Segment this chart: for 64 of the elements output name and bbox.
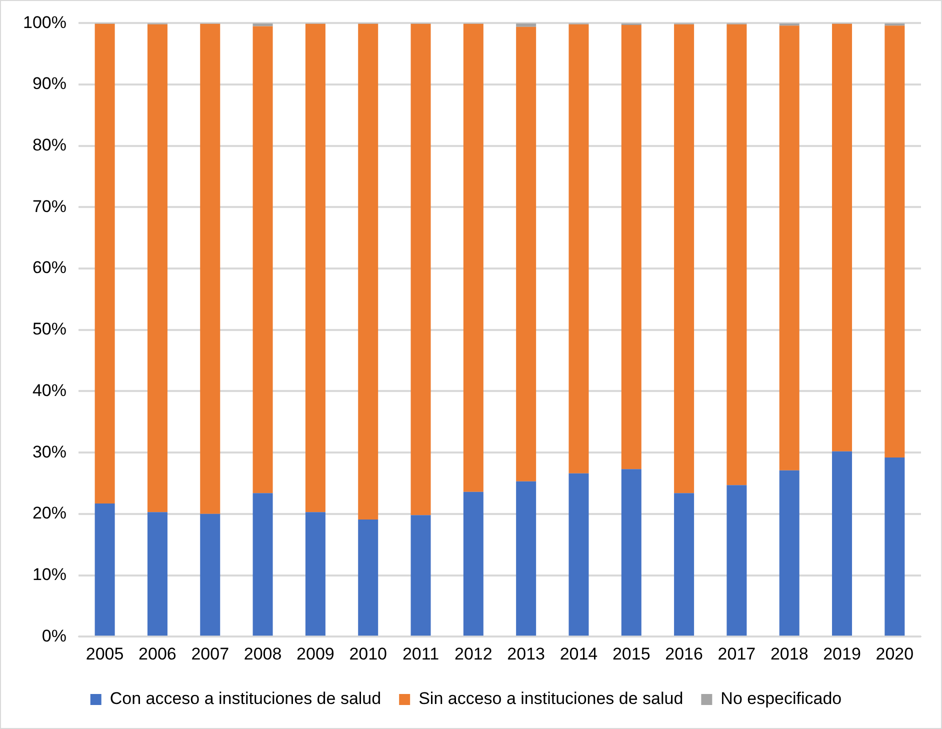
- y-tick-label: 90%: [32, 74, 66, 94]
- bar: [147, 512, 168, 636]
- bar: [516, 23, 536, 27]
- bar: [147, 24, 168, 512]
- y-tick-label: 70%: [32, 196, 66, 216]
- x-tick-label: 2015: [612, 644, 650, 664]
- y-tick-label: 100%: [22, 12, 66, 32]
- x-tick-label: 2007: [191, 644, 230, 664]
- bar: [305, 512, 326, 636]
- bar: [621, 25, 642, 470]
- y-tick-label: 10%: [32, 564, 66, 584]
- x-tick-label: 2017: [718, 644, 756, 664]
- x-tick-label: 2019: [823, 644, 861, 664]
- bar: [252, 493, 273, 636]
- bar: [832, 24, 852, 452]
- x-tick-label: 2020: [876, 644, 914, 664]
- bar: [305, 24, 326, 512]
- x-tick-label: 2013: [507, 644, 545, 664]
- bar: [832, 451, 852, 636]
- bar: [621, 469, 642, 636]
- bar: [200, 24, 220, 514]
- legend-label: Sin acceso a instituciones de salud: [418, 689, 684, 708]
- y-tick-label: 60%: [32, 258, 66, 278]
- bar: [726, 24, 747, 486]
- y-tick-label: 50%: [32, 320, 66, 339]
- y-tick-label: 40%: [32, 380, 66, 400]
- bar: [884, 457, 905, 636]
- bar: [779, 26, 800, 470]
- x-tick-label: 2008: [244, 644, 282, 664]
- x-tick-label: 2005: [86, 644, 124, 664]
- y-tick-label: 80%: [32, 136, 66, 155]
- bar: [200, 514, 220, 636]
- bar: [358, 519, 378, 636]
- bar: [358, 24, 378, 520]
- bar: [410, 515, 431, 636]
- bar: [94, 24, 115, 504]
- bar: [516, 481, 536, 636]
- bar: [463, 24, 484, 492]
- x-tick-label: 2016: [665, 644, 703, 664]
- bar: [252, 26, 273, 494]
- x-tick-label: 2018: [770, 644, 808, 664]
- y-tick-label: 0%: [42, 626, 66, 646]
- bar: [516, 26, 536, 482]
- bar: [884, 26, 905, 458]
- legend-label: No especificado: [720, 689, 842, 708]
- bar: [94, 503, 115, 636]
- bar: [674, 493, 694, 636]
- bar: [674, 24, 694, 494]
- bar: [252, 23, 273, 26]
- bar: [410, 24, 431, 516]
- x-tick-label: 2011: [402, 644, 440, 664]
- x-tick-label: 2009: [296, 644, 334, 664]
- bar: [726, 485, 747, 636]
- bar: [568, 24, 589, 474]
- x-tick-label: 2014: [560, 644, 598, 664]
- bar: [463, 492, 484, 636]
- x-tick-label: 2012: [454, 644, 492, 664]
- y-tick-label: 30%: [32, 442, 66, 462]
- y-tick-label: 20%: [32, 504, 66, 523]
- legend-label: Con acceso a instituciones de salud: [110, 689, 382, 708]
- x-tick-label: 2010: [349, 644, 388, 664]
- bar: [568, 473, 589, 636]
- x-tick-label: 2006: [138, 644, 176, 664]
- bar: [779, 470, 800, 636]
